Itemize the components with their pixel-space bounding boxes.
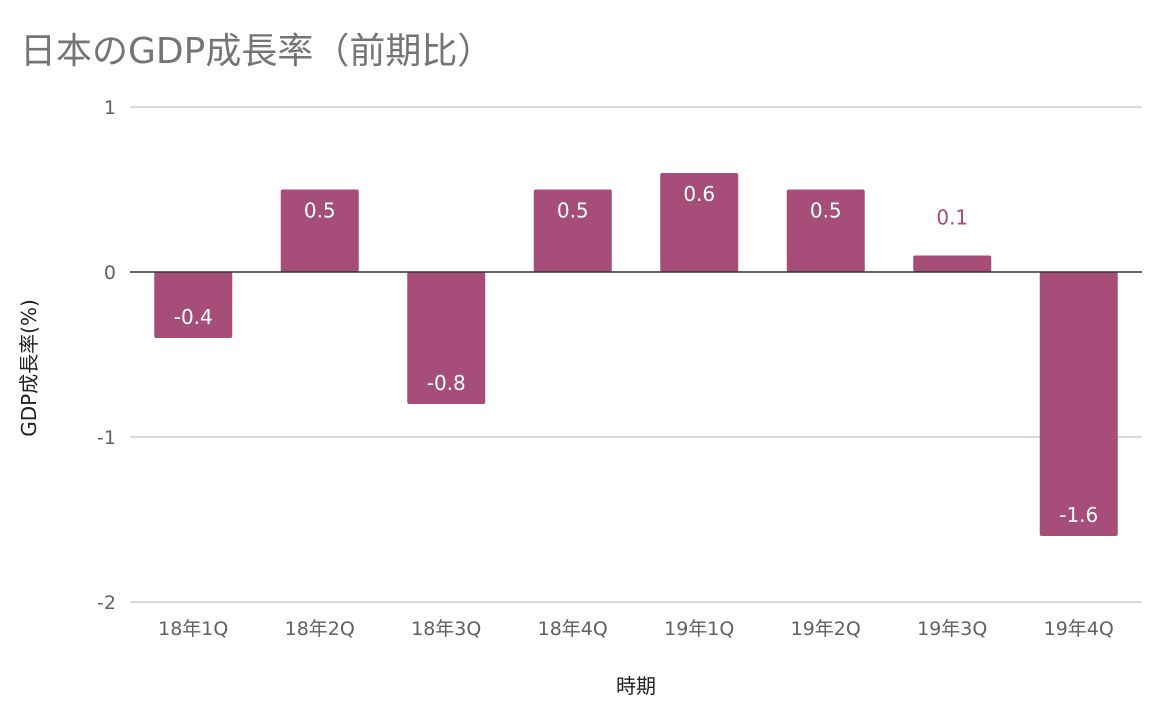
- x-tick-label: 19年4Q: [1044, 618, 1114, 640]
- x-tick-label: 19年2Q: [791, 618, 861, 640]
- data-label: 0.1: [936, 206, 968, 230]
- bar: [913, 255, 992, 272]
- data-labels: -0.4 0.5 -0.8 0.5 0.6 0.5 0.1 -1.6: [174, 182, 1099, 527]
- x-tick-label: 19年3Q: [917, 618, 987, 640]
- data-label: 0.5: [810, 199, 842, 223]
- y-tick-label: 0: [104, 262, 116, 284]
- bar: [1039, 272, 1118, 536]
- y-axis-ticks: 1 0 -1 -2: [97, 97, 116, 614]
- data-label: 0.5: [557, 199, 589, 223]
- bar: [280, 189, 359, 272]
- gridlines: [130, 106, 1142, 603]
- data-label: -1.6: [1059, 503, 1098, 527]
- bar: [154, 272, 233, 338]
- bar: [786, 189, 865, 272]
- x-axis-ticks: 18年1Q 18年2Q 18年3Q 18年4Q 19年1Q 19年2Q 19年3Q 19年4Q: [158, 618, 1114, 640]
- bar: [533, 189, 612, 272]
- data-label: -0.4: [174, 305, 213, 329]
- y-tick-label: 1: [104, 97, 116, 119]
- y-tick-label: -1: [97, 427, 116, 449]
- x-axis-title: 時期: [616, 674, 656, 698]
- data-label: -0.8: [427, 371, 466, 395]
- data-label: 0.6: [683, 182, 715, 206]
- data-label: 0.5: [304, 199, 336, 223]
- bars: [130, 173, 1142, 536]
- chart-title: 日本のGDP成長率（前期比）: [20, 31, 494, 72]
- y-axis-title: GDP成長率(%): [17, 299, 41, 437]
- bar: [660, 173, 739, 272]
- x-tick-label: 18年1Q: [158, 618, 228, 640]
- x-tick-label: 18年2Q: [285, 618, 355, 640]
- y-tick-label: -2: [97, 592, 116, 614]
- x-tick-label: 18年4Q: [538, 618, 608, 640]
- x-tick-label: 18年3Q: [411, 618, 481, 640]
- bar: [407, 272, 486, 404]
- x-tick-label: 19年1Q: [664, 618, 734, 640]
